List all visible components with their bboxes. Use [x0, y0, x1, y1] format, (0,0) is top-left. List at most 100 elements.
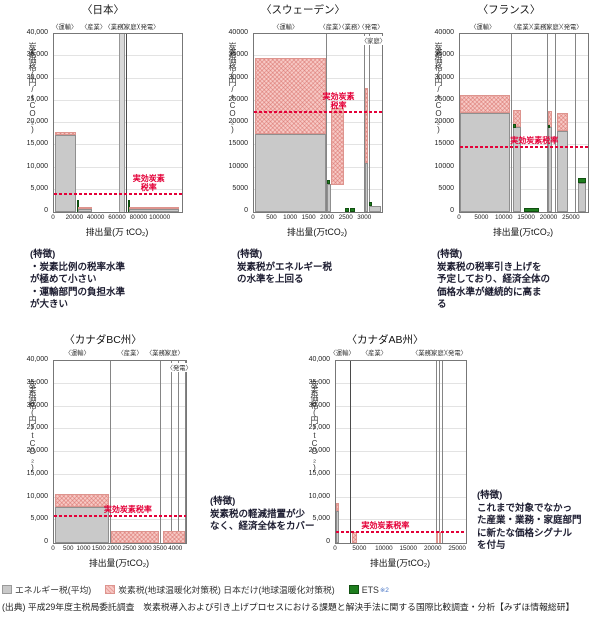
chart-title: 〈日本〉 [82, 4, 124, 16]
y-tick-label: 35,000 [26, 51, 48, 59]
y-tick-label: 30000 [228, 73, 248, 81]
sector-label: 〈運輸〉 [329, 350, 355, 357]
effective-carbon-rate-line [336, 531, 466, 534]
x-tick-label: 25000 [562, 214, 580, 221]
sector-label: 〈運輸〉 [470, 24, 496, 31]
sector-label: 〈産業〉 [509, 24, 536, 31]
sector-label: 〈産業〉 [80, 24, 107, 31]
y-tick-label: 0 [44, 538, 48, 545]
sector-label: 〈業務〉 [527, 24, 553, 31]
x-tick-label: 0 [333, 545, 337, 552]
x-tick-label: 0 [457, 214, 461, 221]
effective-carbon-rate-label: 実効炭素税率 [361, 521, 410, 531]
x-tick-label: 20000 [423, 545, 442, 552]
x-tick-label: 10000 [375, 545, 393, 552]
x-tick-label: 2500 [122, 545, 137, 552]
y-tick-label: 30000 [434, 73, 454, 81]
x-axis-label: 排出量(万 tCO₂) [85, 227, 149, 237]
y-axis-label: 炭素価格(円/tCO₂) [310, 380, 319, 471]
feature-note-canada-bc: (特徴) 炭素税の軽減措置が少 なく、経済全体をカバー [210, 496, 315, 533]
gridline [460, 144, 588, 146]
sector-label: 〈家庭〉 [158, 350, 184, 357]
x-tick-label: 1000 [283, 214, 298, 221]
sector-boundary-line [364, 34, 366, 212]
plot-area: 〈発電〉 実効炭素税率 [53, 360, 193, 544]
bar-green [547, 124, 550, 129]
bar-gray [368, 205, 381, 212]
y-tick-label: 15,000 [26, 140, 48, 148]
bar-gray [460, 113, 511, 212]
feature-note-france: (特徴) 炭素税の税率引き上げを 予定しており、経済全体の 価格水準が継続的に高… [437, 249, 551, 311]
x-axis-label: 排出量(万tCO₂) [286, 227, 348, 237]
gridline [336, 451, 466, 452]
legend-label: 炭素税(地球温暖化対策税) 日本だけ(地球温暖化対策税) [118, 585, 335, 595]
y-tick-label: 20,000 [26, 118, 48, 125]
sector-boundary-line [170, 361, 172, 543]
bar-pink [513, 109, 521, 128]
sector-label: 〈家庭〉 [117, 24, 143, 31]
sector-boundary-line [184, 361, 186, 543]
gridline [460, 99, 588, 101]
y-tick-label: 0 [244, 207, 248, 214]
sector-label: 〈発電〉 [441, 350, 467, 357]
sector-label: 〈産業〉 [319, 24, 345, 31]
chart-title: 〈フランス〉 [477, 4, 541, 16]
sector-label: 〈家庭〉 [539, 24, 566, 31]
sector-boundary-line [160, 361, 162, 543]
gridline [336, 473, 466, 475]
bar-gray [364, 163, 369, 212]
legend-item-carbon-tax: 炭素税(地球温暖化対策税) 日本だけ(地球温暖化対策税) [105, 583, 335, 596]
y-tick-label: 25000 [434, 95, 454, 103]
chart-japan: 〈日本〉 炭素価格(円/tCO₂) 〈運輸〉 〈産業〉 〈業務〉 〈家庭〉 〈発電〉 0… [3, 0, 213, 250]
gridline [54, 99, 182, 101]
bar-gray [513, 127, 521, 212]
gridline [54, 496, 186, 498]
legend: エネルギー税(平均) 炭素税(地球温暖化対策税) 日本だけ(地球温暖化対策税) … [2, 583, 403, 596]
carbon-tax-swatch-icon [105, 585, 116, 594]
y-tick-label: 10000 [228, 162, 248, 170]
x-tick-label: 15000 [399, 545, 418, 552]
sector-boundary-line [555, 34, 557, 212]
y-tick-label: 5,000 [30, 515, 48, 523]
y-tick-label: 10,000 [308, 492, 330, 500]
legend-item-energy-tax: エネルギー税(平均) [2, 583, 91, 596]
x-axis-label: 排出量(万tCO₂) [369, 558, 431, 568]
sector-label: 〈発電〉 [134, 24, 160, 31]
gridline [54, 77, 182, 79]
y-tick-label: 10,000 [26, 162, 48, 170]
effective-carbon-rate-line [54, 193, 182, 196]
y-axis-ticks: 0 5,000 10,000 15,000 20,000 25,000 30,000 35,0… [3, 29, 51, 214]
sector-label: 〈産業〉 [361, 350, 388, 357]
source-note: (出典) 平成29年度主税局委託調査 炭素税導入および引き上げプロセスにおける課… [2, 602, 575, 612]
y-axis-label: 炭素価格(円/tCO₂) [28, 380, 37, 471]
x-tick-label: 0 [51, 214, 55, 221]
sector-label: 〈家庭〉 [359, 36, 388, 45]
chart-title: 〈カナダBC州〉 [64, 334, 142, 346]
x-tick-label: 1500 [91, 545, 106, 552]
feature-note-sweden: (特徴) 炭素税がエネルギー税 の水準を上回る [237, 249, 333, 286]
sector-label: 〈業務〉 [145, 350, 172, 357]
x-tick-label: 2500 [338, 214, 353, 221]
plot-area: 実効炭素税率 [53, 33, 183, 213]
sector-label: 〈業務〉 [338, 24, 364, 31]
bar-pink [110, 530, 159, 543]
gridline [54, 55, 182, 57]
y-tick-label: 25,000 [308, 424, 330, 432]
effective-carbon-rate-line [460, 146, 588, 149]
legend-item-ets: ETS ※2 [348, 585, 389, 595]
y-tick-label: 5000 [438, 184, 454, 192]
bar-pink [364, 88, 369, 164]
x-tick-label: 3000 [137, 545, 152, 552]
bar-gray [557, 131, 569, 212]
y-tick-label: 40000 [434, 29, 454, 36]
bar-gray [326, 183, 331, 212]
x-tick-label: 100000 [149, 214, 171, 221]
sector-boundary-line [575, 34, 577, 212]
chart-title: 〈カナダAB州〉 [346, 334, 424, 346]
y-tick-label: 35,000 [26, 378, 48, 386]
gridline [460, 166, 588, 168]
energy-tax-swatch-icon [2, 585, 12, 594]
sector-boundary-line [368, 34, 370, 212]
x-tick-label: 15000 [517, 214, 535, 221]
y-axis-ticks: 0 5000 10000 15000 20000 25000 30000 35000 40000 [409, 29, 457, 214]
